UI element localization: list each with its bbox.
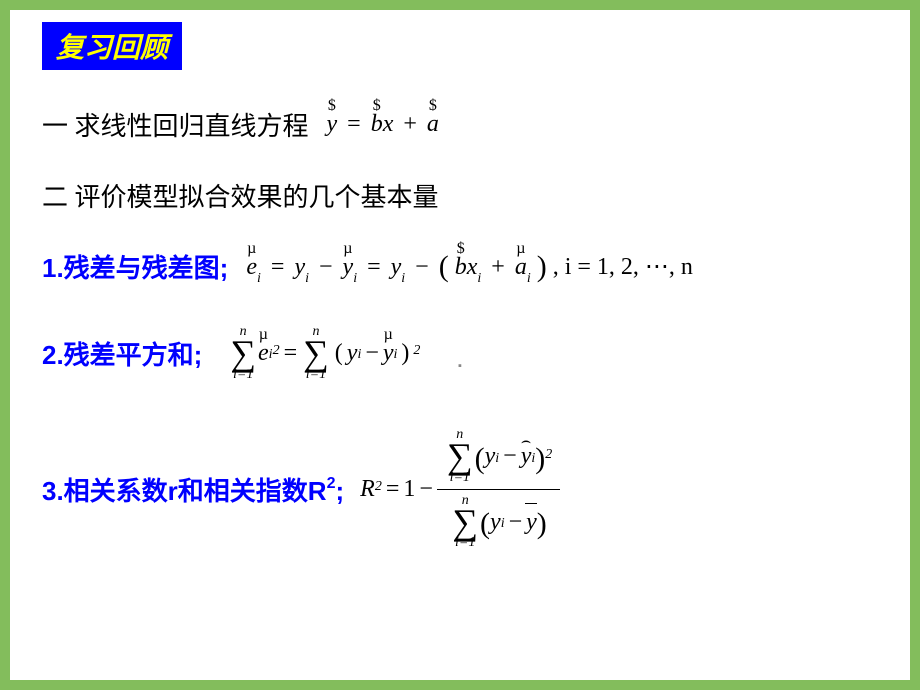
lparen-2: ( xyxy=(331,340,347,367)
sub-i-2: i xyxy=(305,271,309,286)
sym-y-3: y xyxy=(391,254,402,280)
sym-x-2: x xyxy=(467,254,478,280)
sym-y-5: y xyxy=(485,443,496,469)
op-plus-2: + xyxy=(487,254,509,280)
sym-ybar: y xyxy=(526,509,537,535)
op-minus-4: − xyxy=(415,476,437,503)
slide-container: 复习回顾 一 求线性回归直线方程 $y = $bx + $a 二 评价模型拟合效… xyxy=(10,10,910,680)
sum-bot-1: i=1 xyxy=(233,368,253,382)
sub-i-7: i xyxy=(495,451,499,466)
sum-bot-4: i=1 xyxy=(455,536,475,550)
lparen-3: ( xyxy=(475,442,485,475)
fraction: n ∑ i=1 ( yi − ⌢yi )2 n ∑ i=1 xyxy=(437,424,560,555)
rparen-4: ) xyxy=(537,507,547,540)
line-2: 二 评价模型拟合效果的几个基本量 xyxy=(42,177,878,214)
one: 1 xyxy=(403,476,415,503)
sigma-2: ∑ xyxy=(303,339,329,368)
sigma-4: ∑ xyxy=(452,508,478,537)
item-3: 3.相关系数r和相关指数R2; R2 = 1 − n ∑ i=1 ( yi − … xyxy=(42,424,878,555)
sub-i: i xyxy=(257,271,261,286)
item1-equation: µei = yi − µyi = yi − ( $bxi + µai ) , i… xyxy=(246,248,693,285)
item-1: 1.残差与残差图; µei = yi − µyi = yi − ( $bxi +… xyxy=(42,248,878,285)
sym-x: x xyxy=(383,111,394,137)
rparen-3: ) xyxy=(535,442,545,475)
range-text: , i = 1, 2, ⋯, n xyxy=(553,254,693,280)
lparen-4: ( xyxy=(480,507,490,540)
sq-3: 2 xyxy=(545,447,552,462)
line1-equation: $y = $bx + $a xyxy=(327,111,439,138)
rparen: ) xyxy=(537,250,547,283)
sub-i-5: i xyxy=(477,271,481,286)
op-eq-5: = xyxy=(382,476,404,503)
op-eq-4: = xyxy=(280,340,302,367)
sym-R: R xyxy=(360,476,375,503)
line1-prefix: 一 求线性回归直线方程 xyxy=(42,106,309,143)
item2-label: 2.残差平方和; xyxy=(42,335,202,372)
line2-text: 二 评价模型拟合效果的几个基本量 xyxy=(42,177,439,214)
op-minus-3: − xyxy=(361,340,383,367)
op-minus-6: − xyxy=(505,509,527,535)
op-minus-5: − xyxy=(499,443,521,469)
sym-y-6: y xyxy=(490,509,501,535)
op-eq-2: = xyxy=(267,254,289,280)
sq-1: 2 xyxy=(273,343,280,359)
sum-2: n ∑ i=1 xyxy=(303,325,329,382)
item3-label: 3.相关系数r和相关指数R2; xyxy=(42,471,344,508)
review-badge: 复习回顾 xyxy=(42,22,182,70)
sum-bot-3: i=1 xyxy=(450,471,470,485)
sigma-3: ∑ xyxy=(447,442,473,471)
rparen-2: ) xyxy=(397,340,413,367)
item2-equation: n ∑ i=1 µei2 = n ∑ i=1 ( yi − µyi )2 xyxy=(228,325,420,382)
center-marker: ▪ xyxy=(458,360,462,372)
item3-label-text: 3.相关系数r和相关指数R xyxy=(42,476,327,506)
op-minus-2: − xyxy=(411,254,433,280)
op-plus: + xyxy=(399,111,421,137)
item3-sup: 2 xyxy=(327,475,336,492)
sigma-1: ∑ xyxy=(230,339,256,368)
sub-i-9: i xyxy=(501,516,505,531)
sub-i-6: i xyxy=(527,271,531,286)
op-eq-3: = xyxy=(363,254,385,280)
sym-y-2: y xyxy=(294,254,305,280)
sym-y-4: y xyxy=(347,340,358,367)
op-eq: = xyxy=(343,111,365,137)
sum-bot-2: i=1 xyxy=(306,368,326,382)
sum-1: n ∑ i=1 xyxy=(230,325,256,382)
line-1: 一 求线性回归直线方程 $y = $bx + $a xyxy=(42,106,878,143)
item3-equation: R2 = 1 − n ∑ i=1 ( yi − ⌢yi )2 xyxy=(360,424,560,555)
item1-label: 1.残差与残差图; xyxy=(42,248,228,285)
item-2: 2.残差平方和; n ∑ i=1 µei2 = n ∑ i=1 ( yi − µ… xyxy=(42,325,878,382)
op-minus: − xyxy=(315,254,337,280)
sq-2: 2 xyxy=(413,343,420,359)
sub-i-4: i xyxy=(401,271,405,286)
R-sup: 2 xyxy=(375,479,382,495)
sub-i-3: i xyxy=(353,271,357,286)
lparen: ( xyxy=(439,250,449,283)
